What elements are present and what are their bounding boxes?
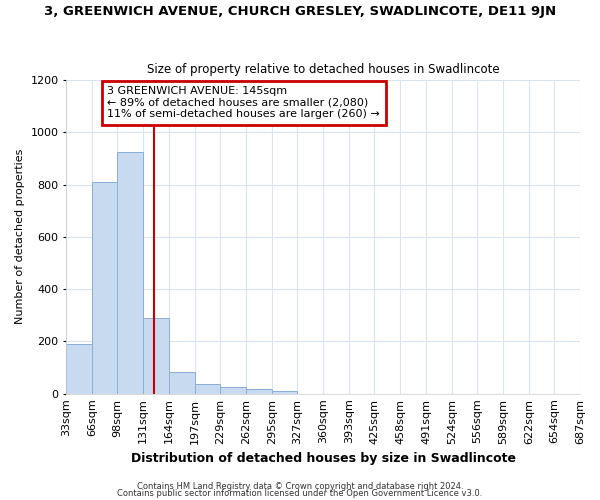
Bar: [118, 152, 143, 394]
Text: 3 GREENWICH AVENUE: 145sqm
← 89% of detached houses are smaller (2,080)
11% of s: 3 GREENWICH AVENUE: 145sqm ← 89% of deta…: [107, 86, 380, 120]
Bar: [195, 384, 220, 394]
Bar: [246, 389, 272, 394]
Text: Contains HM Land Registry data © Crown copyright and database right 2024.: Contains HM Land Registry data © Crown c…: [137, 482, 463, 491]
Bar: [92, 182, 118, 394]
Text: Contains public sector information licensed under the Open Government Licence v3: Contains public sector information licen…: [118, 490, 482, 498]
Bar: [143, 318, 169, 394]
X-axis label: Distribution of detached houses by size in Swadlincote: Distribution of detached houses by size …: [131, 452, 515, 465]
Title: Size of property relative to detached houses in Swadlincote: Size of property relative to detached ho…: [147, 63, 499, 76]
Text: 3, GREENWICH AVENUE, CHURCH GRESLEY, SWADLINCOTE, DE11 9JN: 3, GREENWICH AVENUE, CHURCH GRESLEY, SWA…: [44, 5, 556, 18]
Bar: [67, 344, 92, 394]
Bar: [169, 372, 195, 394]
Bar: [272, 391, 297, 394]
Y-axis label: Number of detached properties: Number of detached properties: [15, 149, 25, 324]
Bar: [220, 388, 246, 394]
